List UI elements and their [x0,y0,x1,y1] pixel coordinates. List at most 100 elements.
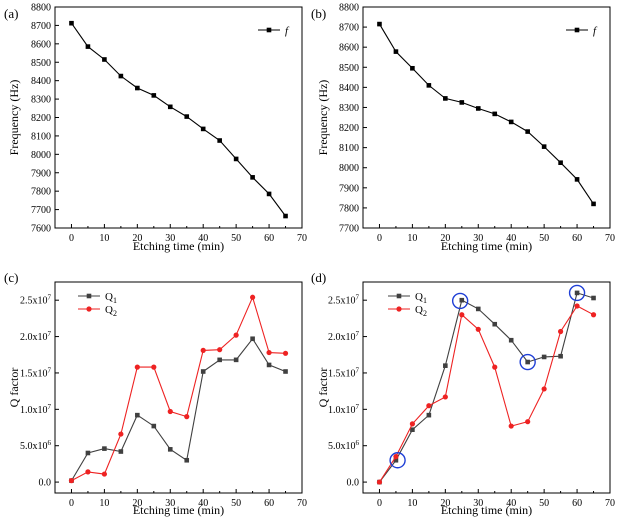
y-tick-label: 1.0x107 [20,403,52,416]
x-tick-label: 20 [440,233,450,244]
data-point [184,414,190,420]
data-point [233,357,239,363]
x-tick-label: 60 [572,498,582,509]
data-point [525,129,530,134]
data-point [426,412,432,418]
x-tick-label: 30 [165,498,175,509]
data-point [68,478,75,484]
data-point [135,85,140,91]
y-tick-label: 2.5x107 [328,294,360,307]
x-axis-label: Etching time (min) [441,239,532,253]
data-point [118,449,124,454]
panel-b: (b) 0 10 20 30 40 50 60 70 7700 7800 7900 8000 8100 82… [311,3,615,254]
x-tick-label: 40 [198,498,208,509]
data-point [508,337,514,343]
data-point [492,364,498,370]
x-tick-label: 40 [506,233,516,244]
x-axis-label: Etching time (min) [133,503,224,517]
series-line [379,23,594,205]
data-point [409,421,415,427]
panel-a: (a) 0 10 20 30 40 50 60 70 7600 7700 7800 7900 8000 81… [4,3,307,254]
x-tick-label: 70 [297,233,307,244]
y-tick-label: 5.0x106 [20,439,52,452]
data-point [167,447,173,452]
legend-marker [86,306,92,312]
series-line [71,295,286,482]
x-tick-label: 20 [440,498,450,509]
data-point [558,160,563,166]
data-point [574,303,580,309]
x-tick-label: 50 [539,498,549,509]
data-point [475,106,481,111]
data-point [475,326,481,332]
x-tick-label: 30 [473,233,483,244]
data-point [443,363,448,368]
data-point [492,321,498,327]
data-point [85,44,91,49]
series-line [71,22,286,217]
data-point [376,479,383,485]
y-tick-label: 8300 [31,95,51,106]
data-point [443,96,448,101]
data-point [250,175,255,180]
data-point [135,412,140,418]
y-tick-label: 7800 [31,187,51,198]
y-tick-label: 7800 [339,203,359,214]
x-tick-label: 40 [198,233,208,244]
legend-label: Q2 [105,304,117,318]
y-tick-label: 7900 [339,183,359,194]
y-tick-label: 8200 [339,123,359,134]
legend-label: f [285,25,290,37]
panel-label: (d) [311,270,326,285]
plot-frame [54,6,303,229]
data-point [102,57,107,62]
x-tick-label: 10 [99,233,109,244]
x-tick-label: 0 [377,498,382,509]
data-point [266,362,272,368]
data-point [266,349,272,356]
data-point [410,427,415,432]
y-tick-label: 8200 [31,113,51,124]
series-line [71,337,286,481]
data-point [233,332,239,338]
data-point [167,408,173,415]
data-point [410,65,415,71]
data-point [442,394,448,400]
series-line [379,292,594,483]
data-point [102,446,107,451]
panel-label: (a) [4,6,18,21]
y-tick-label: 8500 [339,63,359,74]
y-tick-label: 8800 [31,3,51,14]
x-tick-label: 50 [539,233,549,244]
y-tick-label: 7700 [31,205,51,216]
y-tick-label: 8400 [31,76,51,87]
x-tick-label: 20 [132,233,142,244]
panel-label: (b) [311,6,326,21]
x-tick-label: 50 [231,498,241,509]
data-point [101,471,107,477]
data-point [590,312,597,318]
data-point [217,138,222,143]
data-point [525,359,530,365]
y-tick-label: 8100 [339,143,359,154]
data-point [200,126,206,132]
data-point [184,457,190,463]
series-Q1 [69,336,288,483]
data-point [459,297,465,303]
data-point [217,347,223,353]
data-point [85,469,91,475]
y-tick-label: 8600 [31,39,51,50]
panel-c: (c) 0 10 20 30 40 50 60 70 0.0 5.0x106 1.0x107 1.5x1… [4,270,307,517]
y-axis-label: Frequency (Hz) [7,80,21,156]
data-point [591,295,596,301]
y-tick-label: 7900 [31,168,51,179]
y-tick-label: 8000 [339,163,359,174]
data-point [118,73,124,79]
data-point [200,369,206,374]
x-tick-label: 60 [572,233,582,244]
legend-marker [396,293,402,299]
y-tick-label: 0.0 [39,478,52,489]
data-point [85,450,91,456]
legend-label: f [593,25,598,37]
